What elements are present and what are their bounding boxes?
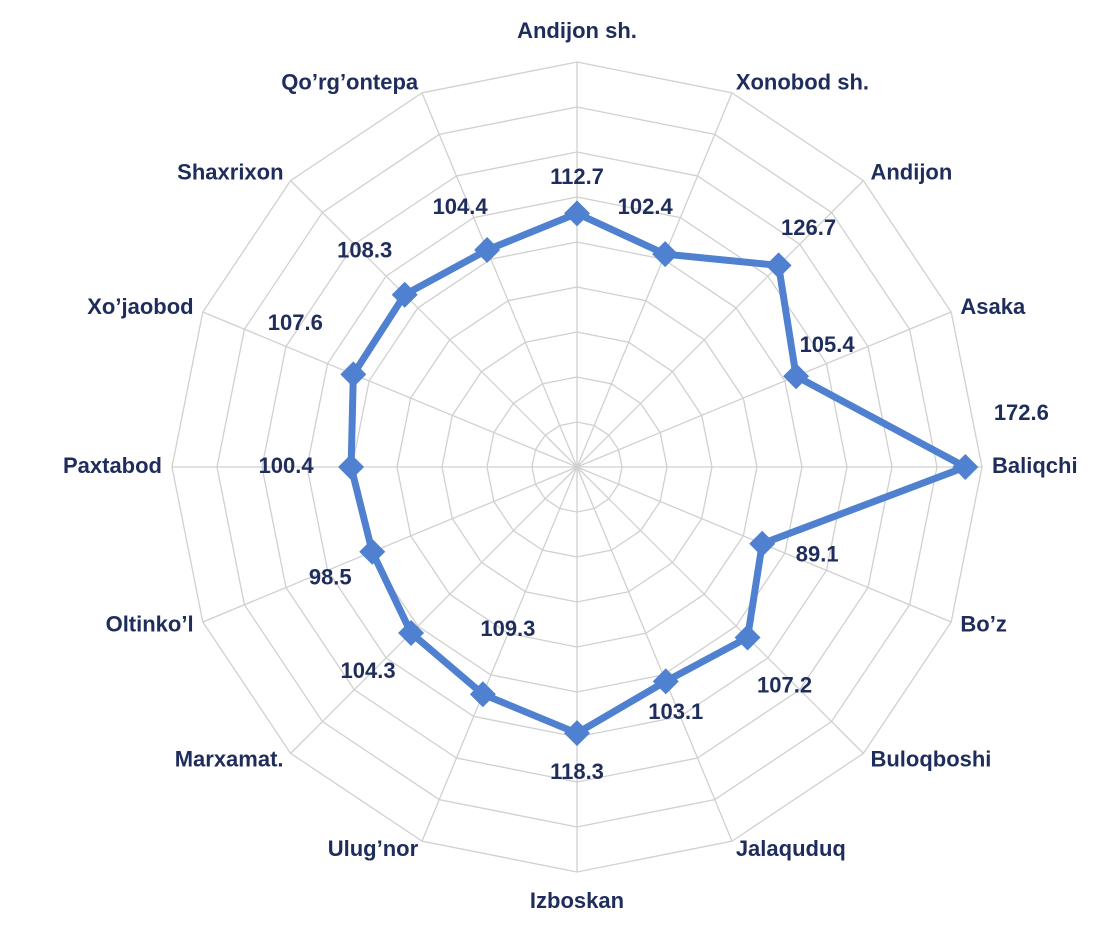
grid-spoke: [202, 466, 578, 623]
marker: [783, 363, 810, 390]
category-label: Xo’jaobod: [87, 294, 193, 319]
marker: [652, 241, 679, 268]
value-label: 104.3: [341, 658, 396, 683]
marker: [340, 361, 367, 388]
category-label: Paxtabod: [63, 453, 162, 478]
value-label: 104.4: [433, 194, 489, 219]
grid-spoke: [290, 180, 578, 468]
marker: [652, 668, 679, 695]
grid-spoke: [576, 92, 733, 468]
category-label: Shaxrixon: [177, 159, 283, 184]
grid-spoke: [576, 311, 952, 468]
value-label: 102.4: [618, 194, 674, 219]
category-label: Andijon: [870, 159, 952, 184]
category-label: Marxamat.: [175, 746, 284, 771]
value-label: 98.5: [309, 565, 352, 590]
marker: [391, 281, 418, 308]
category-label: Baliqchi: [992, 453, 1078, 478]
category-label: Ulug’nor: [328, 836, 419, 861]
value-label: 107.2: [757, 672, 812, 697]
grid-spoke: [421, 92, 578, 468]
marker: [734, 624, 761, 651]
category-label: Xonobod sh.: [736, 69, 869, 94]
grid-spoke: [202, 311, 578, 468]
category-label: Izboskan: [530, 888, 624, 913]
category-label: Buloqboshi: [870, 746, 991, 771]
grid-spoke: [576, 466, 864, 754]
marker: [765, 252, 792, 279]
grid-spoke: [421, 466, 578, 842]
category-label: Andijon sh.: [517, 18, 637, 43]
marker: [398, 619, 425, 646]
grid-spoke: [290, 466, 578, 754]
grid-spoke: [576, 466, 733, 842]
marker: [474, 236, 501, 263]
value-label: 103.1: [648, 699, 703, 724]
value-label: 105.4: [800, 332, 856, 357]
value-label: 112.7: [550, 164, 604, 189]
marker: [469, 681, 496, 708]
value-label: 89.1: [796, 542, 839, 567]
value-label: 172.6: [994, 400, 1049, 425]
value-label: 107.6: [268, 310, 323, 335]
marker: [338, 454, 365, 480]
marker: [564, 200, 590, 227]
category-label: Bo’z: [960, 612, 1006, 637]
marker: [564, 720, 590, 747]
category-label: Asaka: [960, 294, 1026, 319]
marker: [952, 454, 979, 480]
grid-spoke: [576, 180, 864, 468]
value-label: 109.3: [480, 616, 535, 641]
value-label: 126.7: [781, 215, 836, 240]
category-label: Oltinko’l: [106, 612, 194, 637]
value-label: 108.3: [337, 238, 392, 263]
marker: [359, 538, 386, 565]
value-label: 118.3: [550, 759, 604, 784]
marker: [749, 530, 776, 557]
category-label: Qo’rg’ontepa: [281, 69, 419, 94]
value-label: 100.4: [259, 453, 315, 478]
category-label: Jalaquduq: [736, 836, 846, 861]
